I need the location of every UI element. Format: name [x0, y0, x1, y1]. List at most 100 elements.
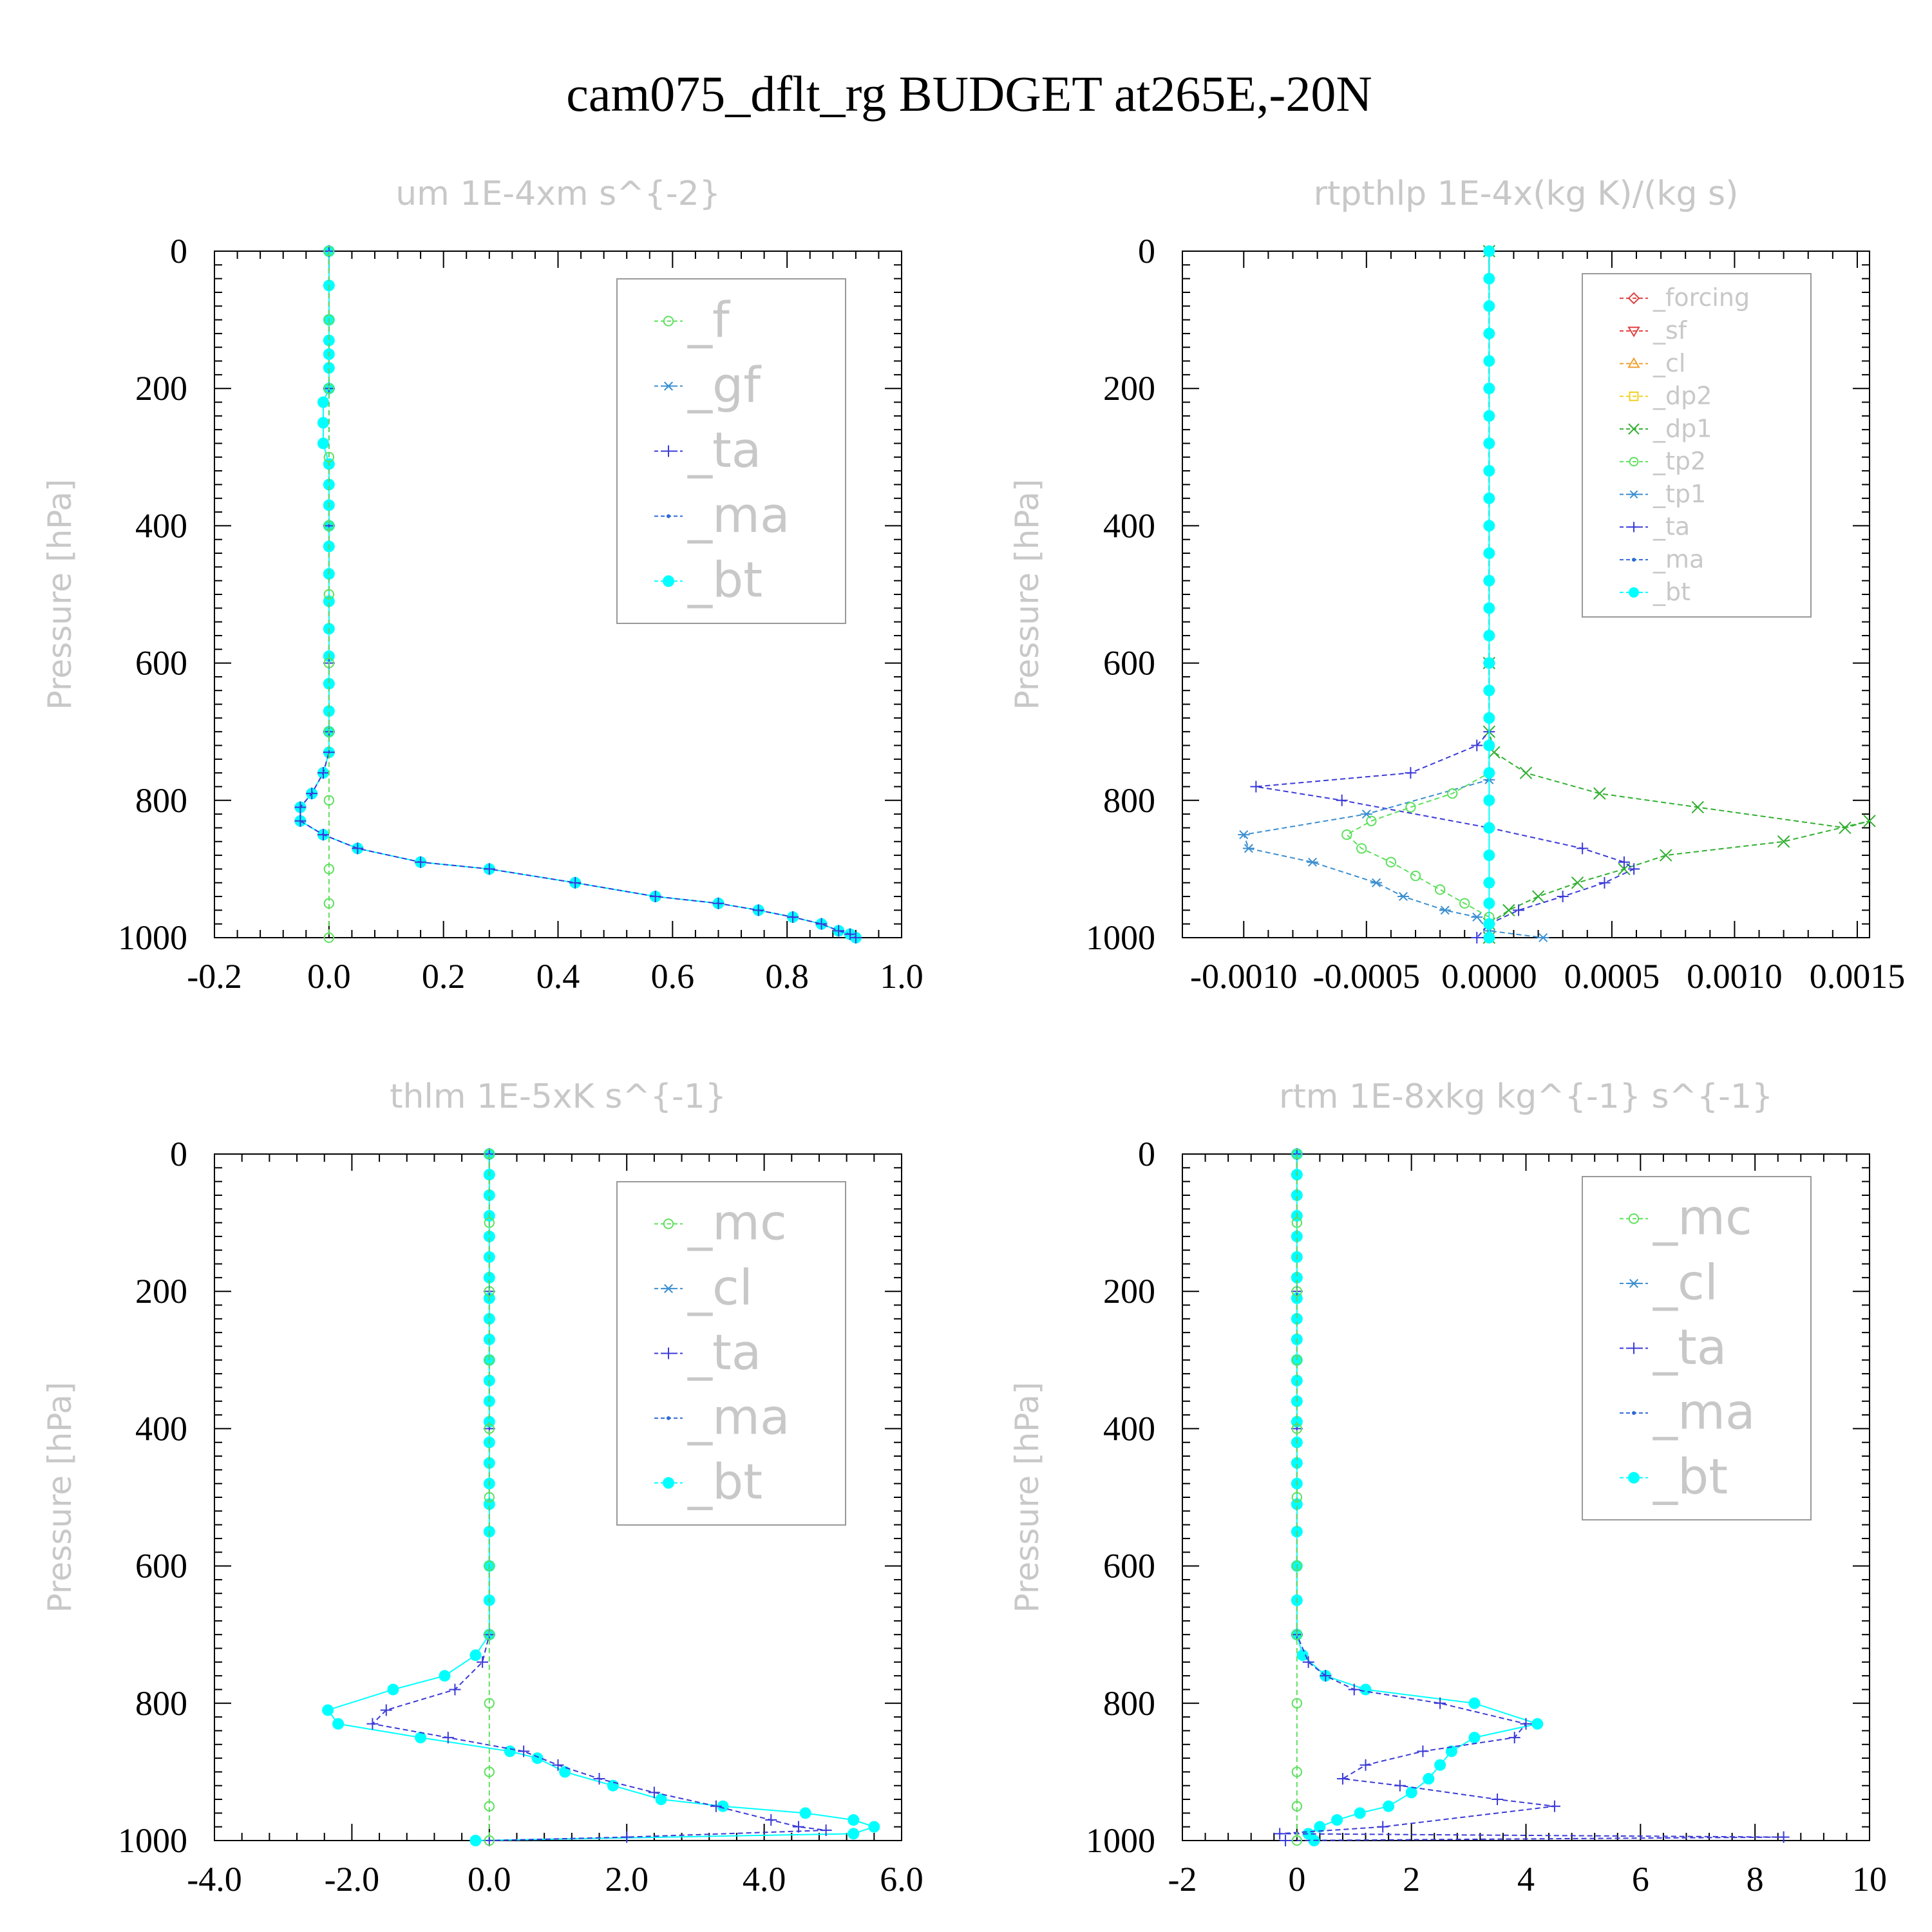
legend-marker [1629, 391, 1639, 401]
legend-label: _dp2 [1653, 382, 1712, 410]
legend-marker [1628, 1342, 1640, 1354]
data-point-tp2 [1366, 815, 1377, 826]
legend-label: _cl [1653, 349, 1685, 377]
data-point-mc [1291, 1698, 1303, 1709]
x-tick-label: -4.0 [187, 1860, 242, 1899]
legend-marker [667, 514, 670, 518]
y-axis-label: Pressure [hPa] [41, 479, 79, 710]
data-point-bt [1468, 1697, 1481, 1709]
data-point-mc [1291, 1492, 1303, 1503]
x-tick-label: 0.0 [307, 957, 351, 996]
data-point-bt [868, 1821, 880, 1833]
data-point-tp2 [1459, 898, 1470, 909]
data-point-mc [484, 1423, 495, 1434]
data-point-mc [1291, 1354, 1303, 1366]
data-point-bt [439, 1670, 451, 1682]
panel-title: thlm 1E-5xK s^{-1} [390, 1077, 726, 1116]
data-point-ta [1520, 1718, 1532, 1730]
data-point-ta [1471, 739, 1483, 752]
data-point-ta [1548, 1800, 1560, 1812]
data-point-bt [1483, 245, 1495, 257]
data-point-mc [484, 1835, 495, 1846]
data-point-bt [323, 705, 335, 717]
x-tick-label: -0.0010 [1190, 957, 1297, 996]
data-point-ta [752, 904, 764, 916]
legend-marker [663, 1218, 674, 1229]
legend-marker [1628, 1472, 1640, 1484]
data-point-bt [1483, 465, 1495, 477]
x-tick-label: 0.0015 [1810, 957, 1906, 996]
data-point-ta [415, 856, 427, 868]
data-point-ta [1777, 1831, 1790, 1843]
y-tick-label: 400 [1103, 506, 1155, 545]
data-point-tp1 [1306, 857, 1318, 867]
data-point-ta [569, 876, 582, 889]
data-point-ta [518, 1745, 530, 1757]
data-point-f [323, 314, 335, 325]
data-point-dp1 [1519, 766, 1533, 779]
panel-title: um 1E-4xm s^{-2} [395, 175, 721, 213]
data-point-mc [1291, 1148, 1303, 1160]
x-tick-label: 0.6 [651, 957, 695, 996]
y-tick-label: 0 [170, 232, 187, 270]
data-point-bt [483, 1271, 495, 1283]
data-point-ta [366, 1718, 379, 1730]
legend-marker [1627, 357, 1640, 368]
data-point-tp1 [1242, 844, 1255, 853]
legend-marker [1629, 457, 1639, 467]
data-point-bt [1483, 876, 1495, 889]
y-tick-label: 800 [135, 781, 187, 820]
legend-label: _bt [1653, 578, 1690, 606]
panel-1: um 1E-4xm s^{-2} Pressure [hPa] 0 200 400 600… [41, 175, 923, 996]
legend-marker [663, 381, 674, 391]
data-point-mc [484, 1801, 495, 1812]
data-point-ta [1359, 1759, 1372, 1771]
data-point-bt [317, 396, 329, 408]
legend-marker [1629, 522, 1639, 533]
data-point-tp2 [1385, 857, 1397, 867]
data-point-bt [1483, 383, 1495, 395]
y-tick-label: 400 [135, 1409, 187, 1448]
y-tick-label: 600 [1103, 1547, 1155, 1586]
data-point-mc [1291, 1801, 1303, 1812]
data-point-ta [1492, 1794, 1504, 1806]
data-point-ta [815, 918, 828, 930]
x-tick-label: 0.8 [765, 957, 809, 996]
data-point-bt [1483, 712, 1495, 724]
data-point-ta [1274, 1828, 1286, 1840]
data-point-f [323, 795, 335, 806]
legend-label: _cl [1653, 1253, 1718, 1311]
data-point-f [323, 932, 335, 943]
panel-2: rtpthlp 1E-4x(kg K)/(kg s) Pressure [hPa]… [1009, 175, 1905, 996]
data-point-bt [504, 1745, 516, 1757]
data-point-ta [648, 1786, 660, 1799]
x-tick-label: 0.0005 [1564, 957, 1660, 996]
data-point-ta [1336, 794, 1348, 806]
data-point-f [323, 589, 335, 600]
data-point-dp1 [1691, 800, 1704, 814]
data-point-bt [1483, 520, 1495, 532]
data-point-bt [323, 478, 335, 491]
data-point-mc [484, 1148, 495, 1160]
data-point-dp1 [1571, 876, 1584, 889]
legend-label: _bt [1653, 1448, 1728, 1505]
y-tick-label: 1000 [118, 918, 187, 957]
data-point-bt [317, 417, 329, 429]
y-tick-label: 200 [1103, 1272, 1155, 1311]
x-tick-label: 4 [1517, 1860, 1535, 1899]
data-point-tp1 [1238, 830, 1250, 840]
data-point-ta [1336, 1773, 1349, 1785]
data-point-tp2 [1356, 843, 1367, 854]
data-point-mc [1291, 1560, 1303, 1571]
data-point-f [323, 864, 335, 875]
data-point-ta [317, 767, 329, 779]
data-point-bt [1314, 1821, 1326, 1833]
legend-label: _ma [687, 486, 790, 544]
data-point-ta [820, 1824, 832, 1837]
data-point-bt [1483, 410, 1495, 422]
legend-marker [1627, 327, 1640, 337]
data-point-ta [593, 1773, 605, 1785]
data-point-bt [332, 1718, 345, 1730]
x-tick-label: -0.2 [187, 957, 242, 996]
data-point-ta [1598, 876, 1611, 889]
